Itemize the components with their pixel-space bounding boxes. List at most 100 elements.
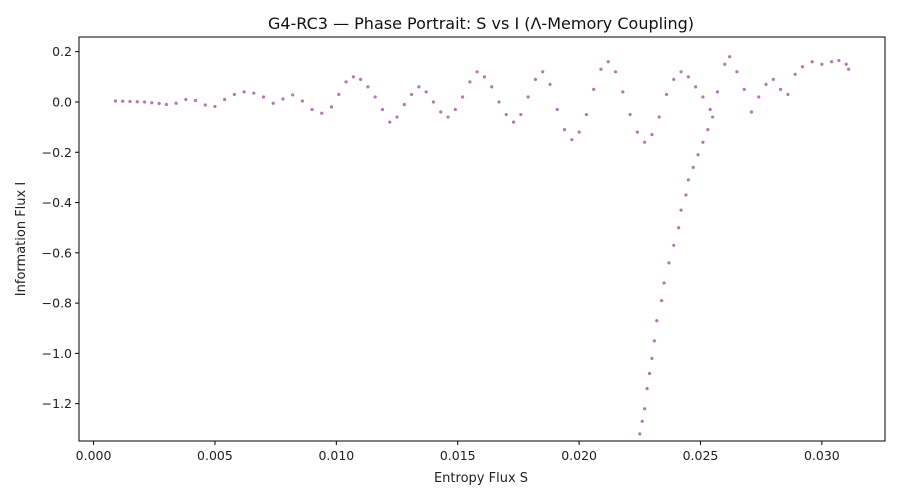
y-tick-label: 0.2 — [52, 44, 72, 59]
data-point — [142, 100, 147, 104]
data-point — [686, 75, 690, 79]
data-point — [446, 115, 450, 119]
data-point — [820, 62, 824, 66]
x-tick-label: 0.010 — [318, 448, 354, 463]
data-point — [541, 70, 545, 74]
x-tick-label: 0.015 — [440, 448, 476, 463]
data-point — [157, 101, 161, 106]
data-point — [300, 99, 304, 103]
data-point — [468, 80, 472, 84]
data-point — [271, 101, 275, 105]
data-point — [121, 99, 125, 103]
data-point — [193, 98, 198, 103]
data-point — [647, 371, 652, 376]
data-point — [638, 432, 642, 436]
data-point — [701, 140, 705, 144]
data-point — [640, 419, 644, 423]
data-point — [701, 95, 705, 99]
y-axis: 0.2 0.0 −0.2 −0.4 −0.6 −0.8 −1.0 −1.2 — [42, 44, 79, 411]
data-point — [310, 107, 314, 112]
x-tick-label: 0.000 — [76, 448, 112, 463]
data-point — [584, 112, 588, 117]
data-point — [742, 87, 746, 91]
data-point — [482, 75, 487, 79]
data-point — [679, 208, 683, 212]
data-point — [128, 99, 132, 104]
data-point — [696, 153, 700, 157]
x-axis-label: Entropy Flux S — [434, 471, 528, 486]
data-point — [373, 95, 377, 99]
data-point — [660, 299, 664, 303]
data-point — [643, 140, 647, 144]
data-point — [672, 77, 676, 81]
data-point — [592, 87, 596, 91]
scatter-points — [113, 55, 851, 436]
data-point — [757, 95, 761, 99]
y-tick-label: 0.0 — [52, 94, 72, 109]
data-point — [684, 193, 688, 197]
data-point — [504, 112, 508, 117]
data-point — [359, 77, 363, 81]
data-point — [431, 100, 436, 104]
data-point — [548, 82, 552, 86]
y-tick-label: −1.2 — [42, 396, 72, 411]
data-point — [635, 130, 639, 134]
y-tick-label: −0.4 — [42, 195, 72, 210]
data-point — [672, 243, 676, 247]
data-point — [749, 110, 754, 114]
data-point — [252, 91, 256, 95]
data-point — [460, 95, 465, 99]
y-tick-label: −0.2 — [42, 145, 72, 160]
x-tick-label: 0.030 — [804, 448, 840, 463]
data-point — [453, 107, 457, 112]
data-point — [174, 101, 178, 105]
data-point — [621, 90, 625, 94]
data-point — [388, 120, 392, 124]
x-tick-label: 0.005 — [197, 448, 233, 463]
data-point — [439, 110, 443, 114]
data-point — [664, 92, 669, 97]
data-point — [613, 70, 618, 74]
data-point — [643, 407, 647, 411]
data-point — [577, 130, 581, 134]
data-point — [344, 80, 348, 84]
data-point — [679, 70, 683, 74]
data-point — [793, 72, 797, 76]
data-point — [735, 70, 739, 74]
data-point — [562, 128, 567, 132]
data-point — [184, 97, 188, 102]
data-point — [533, 77, 538, 81]
data-point — [203, 103, 207, 107]
data-point — [281, 97, 285, 101]
data-point — [475, 70, 479, 74]
data-point — [242, 90, 246, 94]
data-point — [764, 82, 768, 86]
data-point — [135, 100, 139, 104]
data-point — [519, 112, 523, 117]
data-point — [366, 85, 370, 89]
data-point — [657, 115, 661, 119]
data-point — [844, 62, 848, 66]
data-point — [410, 92, 414, 97]
data-point — [706, 128, 710, 132]
data-point — [606, 60, 610, 64]
data-point — [511, 120, 516, 124]
data-point — [424, 90, 428, 94]
data-point — [662, 281, 666, 285]
data-point — [320, 111, 324, 115]
x-axis: 0.000 0.005 0.010 0.015 0.020 0.025 0.030 — [76, 441, 840, 463]
data-point — [686, 178, 690, 182]
data-point — [380, 107, 385, 112]
data-point — [723, 62, 727, 66]
data-point — [526, 95, 530, 99]
y-tick-label: −1.0 — [42, 346, 72, 361]
data-point — [628, 112, 632, 117]
data-point — [599, 67, 603, 71]
data-point — [779, 87, 783, 91]
data-point — [570, 138, 574, 142]
data-point — [351, 75, 355, 79]
data-point — [829, 60, 834, 64]
data-point — [800, 65, 805, 69]
